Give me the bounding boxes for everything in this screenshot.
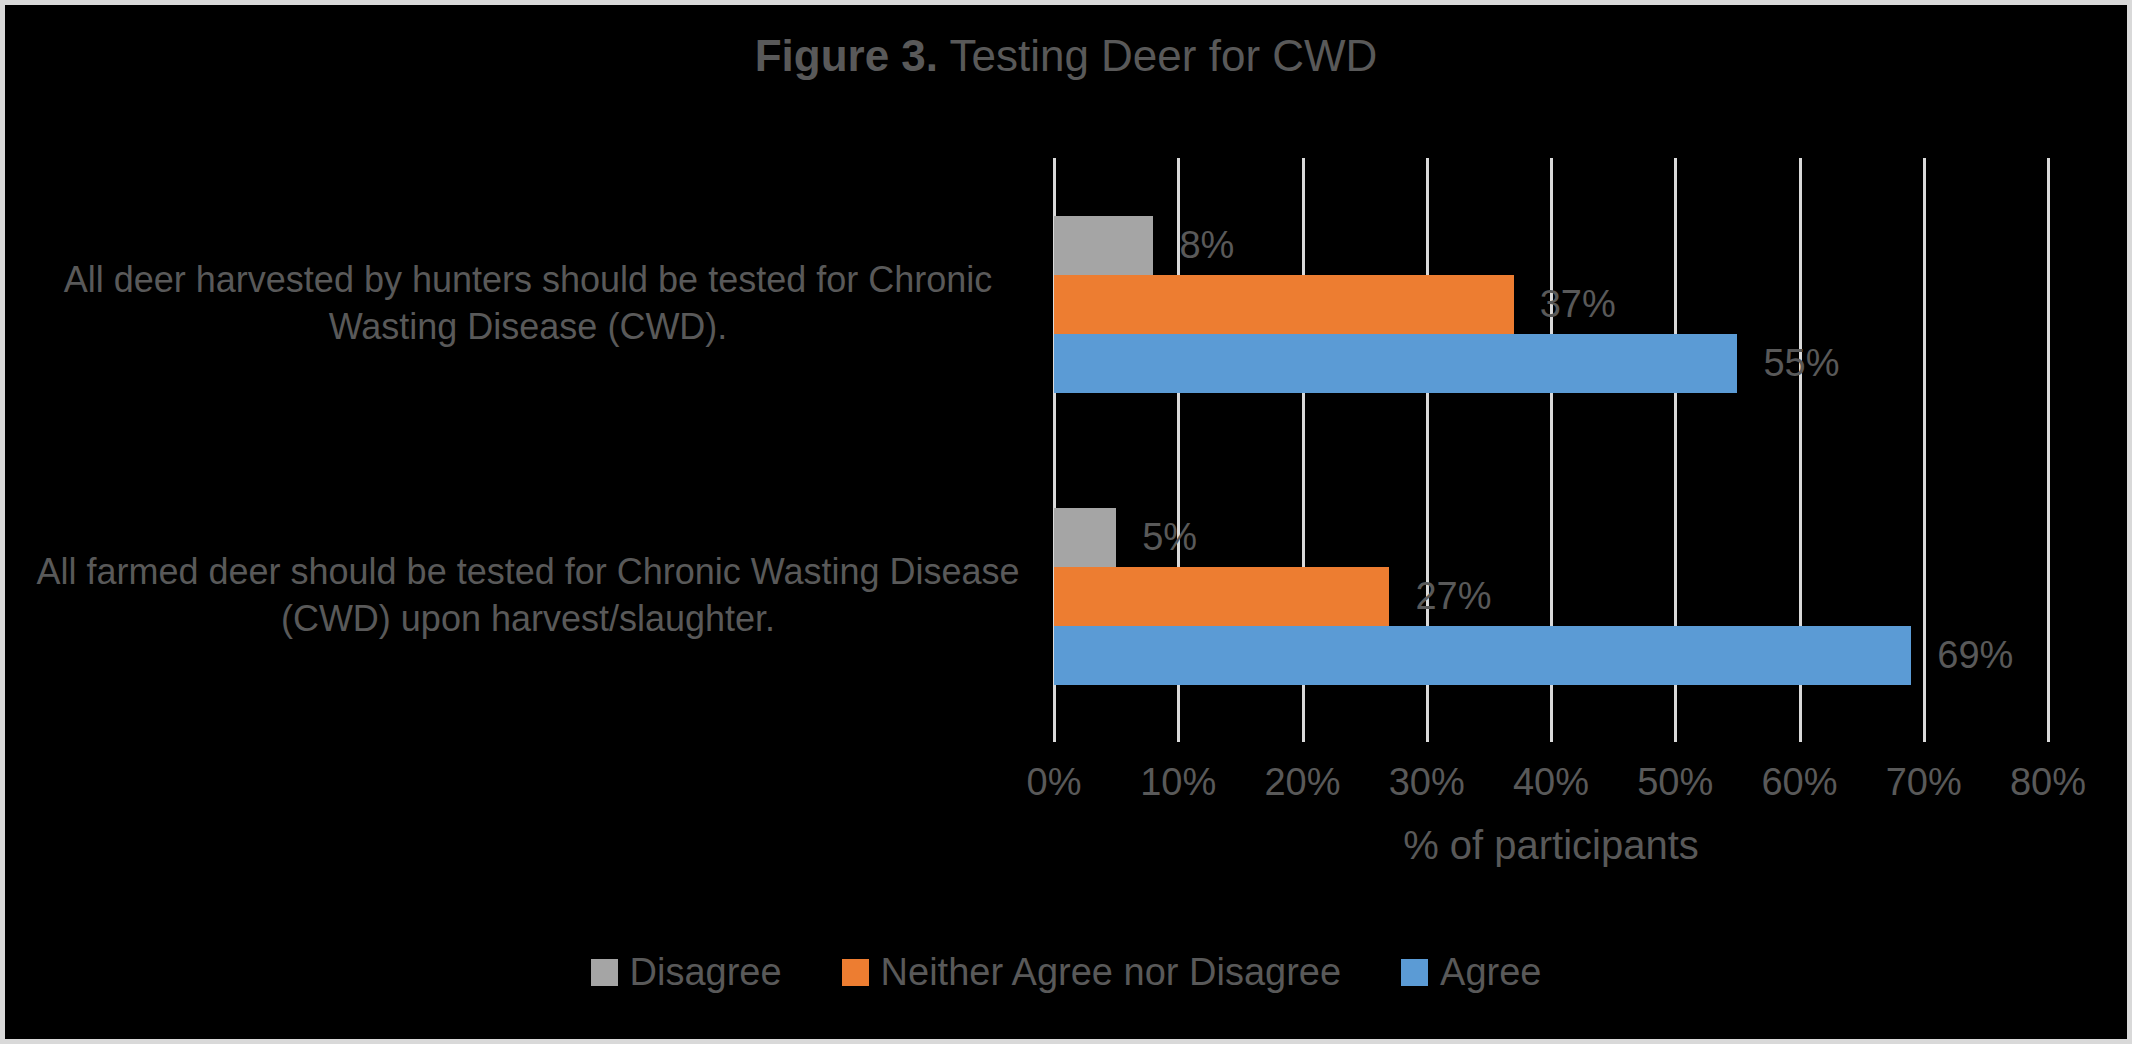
bar-row: 5% <box>1054 508 2048 567</box>
bar-group-2: 5% 27% 69% <box>1054 450 2048 742</box>
bar-agree <box>1054 334 1737 393</box>
legend-label: Agree <box>1440 951 1541 994</box>
x-axis-ticks: 0%10%20%30%40%50%60%70%80% <box>1054 761 2048 809</box>
bar-disagree <box>1054 508 1116 567</box>
figure-3-chart: Figure 3. Testing Deer for CWD All deer … <box>0 0 2132 1044</box>
bar-group-1: 8% 37% 55% <box>1054 158 2048 450</box>
legend: Disagree Neither Agree nor Disagree Agree <box>5 951 2127 994</box>
category-slot-1: All deer harvested by hunters should be … <box>21 158 1035 450</box>
legend-item-neither-agree-nor-disagree: Neither Agree nor Disagree <box>842 951 1341 994</box>
category-label-1: All deer harvested by hunters should be … <box>28 257 1028 351</box>
category-label-2: All farmed deer should be tested for Chr… <box>28 549 1028 643</box>
bar-value-label: 27% <box>1415 575 1491 618</box>
legend-swatch-icon <box>591 959 618 986</box>
chart-title-prefix: Figure 3. <box>755 31 938 80</box>
bar-disagree <box>1054 216 1153 275</box>
category-slot-2: All farmed deer should be tested for Chr… <box>21 450 1035 742</box>
bar-row: 69% <box>1054 626 2048 685</box>
x-axis-title: % of participants <box>1054 823 2048 868</box>
category-axis: All deer harvested by hunters should be … <box>21 158 1035 742</box>
chart-title: Figure 3. Testing Deer for CWD <box>5 31 2127 81</box>
bar-row: 27% <box>1054 567 2048 626</box>
bar-neither-agree-nor-disagree <box>1054 567 1389 626</box>
legend-item-disagree: Disagree <box>591 951 782 994</box>
bar-value-label: 8% <box>1179 224 1234 267</box>
legend-swatch-icon <box>842 959 869 986</box>
legend-label: Neither Agree nor Disagree <box>881 951 1341 994</box>
plot-area: 8% 37% 55% 5% 27% 69% <box>1054 158 2048 742</box>
bar-value-label: 37% <box>1540 283 1616 326</box>
x-tick-80%: 80% <box>1968 761 2128 804</box>
legend-label: Disagree <box>630 951 782 994</box>
bar-row: 37% <box>1054 275 2048 334</box>
bar-value-label: 5% <box>1142 516 1197 559</box>
bar-row: 8% <box>1054 216 2048 275</box>
bar-neither-agree-nor-disagree <box>1054 275 1514 334</box>
legend-swatch-icon <box>1401 959 1428 986</box>
legend-item-agree: Agree <box>1401 951 1541 994</box>
bar-agree <box>1054 626 1911 685</box>
chart-title-text: Testing Deer for CWD <box>938 31 1377 80</box>
bar-row: 55% <box>1054 334 2048 393</box>
bar-value-label: 55% <box>1763 342 1839 385</box>
bar-value-label: 69% <box>1937 634 2013 677</box>
